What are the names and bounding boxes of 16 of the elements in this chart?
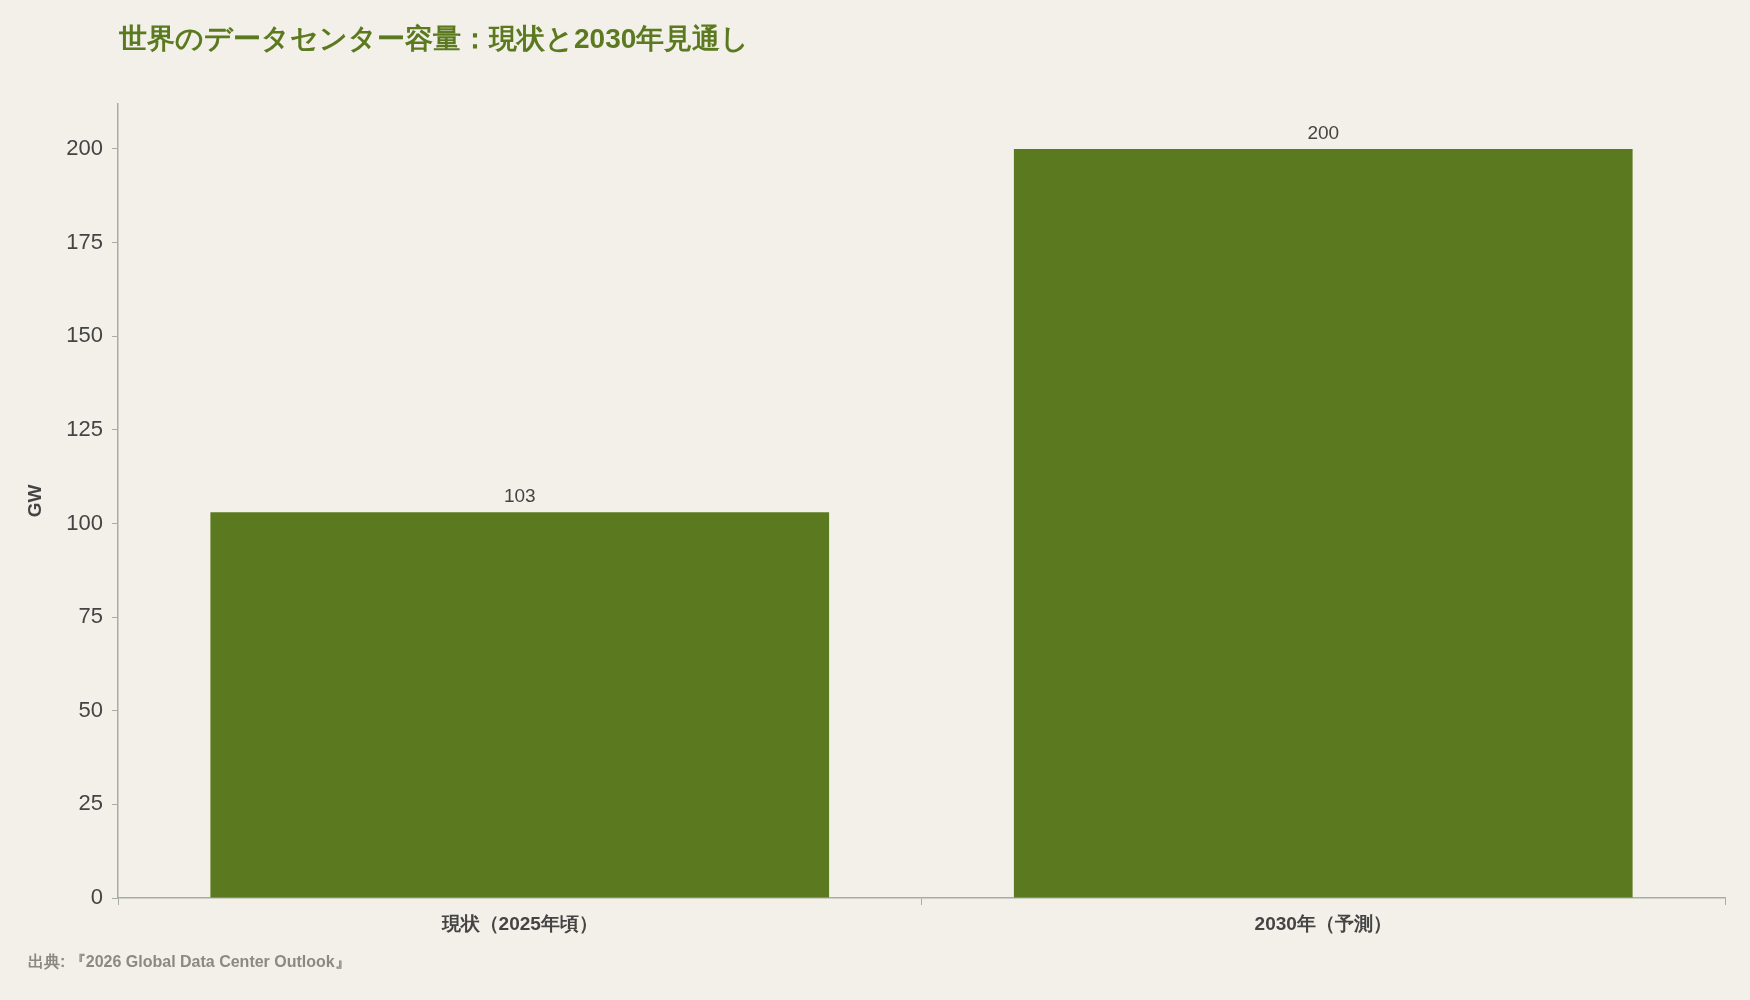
- y-tick-label: 25: [78, 790, 103, 816]
- x-tick-label: 現状（2025年頃）: [440, 912, 598, 934]
- source-note: 出典: 『2026 Global Data Center Outlook』: [28, 953, 351, 971]
- data-label: 200: [1307, 121, 1340, 143]
- y-tick-label: 50: [78, 696, 103, 722]
- y-tick-label: 175: [66, 228, 103, 254]
- y-tick-label: 75: [78, 603, 103, 629]
- y-tick-label: 125: [66, 415, 103, 441]
- x-tick-label: 2030年（予測）: [1254, 912, 1392, 934]
- y-tick-label: 150: [66, 322, 103, 348]
- y-axis-title: GW: [23, 484, 45, 518]
- y-tick-label: 100: [66, 509, 103, 535]
- data-label: 103: [503, 484, 536, 506]
- chart-title: 世界のデータセンター容量：現状と2030年見通し: [118, 22, 750, 54]
- y-tick-label: 0: [90, 884, 103, 910]
- y-tick-label: 200: [66, 135, 103, 161]
